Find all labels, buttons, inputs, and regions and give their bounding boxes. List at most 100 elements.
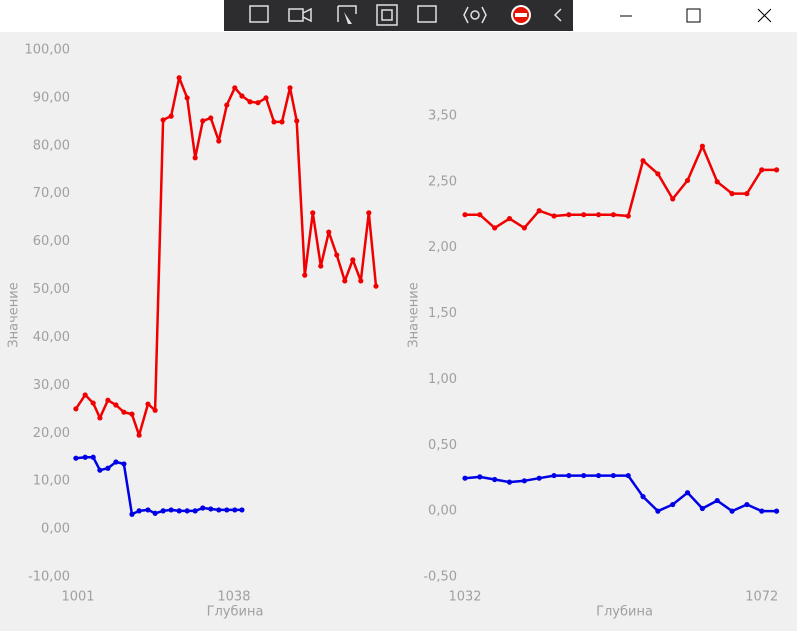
data-point — [145, 507, 151, 513]
data-point — [73, 455, 79, 461]
data-point — [129, 511, 135, 517]
y-tick-label: 20,00 — [33, 426, 70, 441]
data-point — [200, 505, 206, 511]
data-point — [152, 407, 158, 413]
data-point — [239, 507, 245, 513]
data-point — [462, 212, 468, 218]
data-point — [247, 99, 253, 105]
data-point — [744, 501, 750, 508]
y-tick-label: 50,00 — [33, 282, 70, 297]
data-point — [670, 501, 676, 508]
maximize-button[interactable] — [670, 0, 716, 32]
data-point — [373, 283, 379, 289]
minimize-button[interactable] — [604, 0, 650, 32]
data-point — [536, 208, 542, 214]
data-point — [350, 257, 356, 263]
data-point — [773, 508, 780, 514]
y-tick-label: 90,00 — [33, 90, 70, 105]
x-axis-title: Глубина — [596, 605, 653, 620]
data-point — [82, 392, 88, 398]
y-tick-label: 10,00 — [33, 474, 70, 489]
data-point — [595, 212, 602, 218]
data-point — [773, 167, 780, 173]
series-line — [74, 76, 378, 437]
data-point — [208, 115, 214, 121]
data-point — [200, 118, 206, 124]
y-tick-label: -0,50 — [423, 570, 457, 585]
data-point — [536, 475, 542, 481]
data-point — [342, 278, 348, 284]
data-point — [521, 225, 527, 231]
data-point — [477, 212, 483, 218]
data-point — [136, 508, 142, 514]
data-point — [334, 252, 340, 258]
x-tick-label: 1001 — [61, 590, 94, 605]
data-point — [655, 508, 661, 514]
data-point — [729, 508, 735, 514]
y-tick-label: 60,00 — [33, 234, 70, 249]
data-point — [121, 461, 127, 467]
data-point — [551, 472, 557, 479]
data-point — [581, 472, 587, 479]
data-point — [462, 475, 468, 481]
data-point — [184, 508, 190, 514]
data-point — [492, 225, 498, 231]
data-point — [90, 454, 96, 460]
y-axis-title: Значение — [7, 282, 22, 347]
y-tick-label: 100,00 — [25, 43, 71, 58]
data-point — [129, 411, 135, 417]
data-point — [263, 95, 269, 101]
data-point — [113, 459, 119, 465]
y-tick-label: 0,00 — [428, 504, 457, 519]
y-axis-title: Значение — [407, 282, 422, 347]
y-tick-label: 3,50 — [428, 108, 457, 123]
data-point — [521, 478, 527, 484]
data-point — [184, 95, 190, 101]
x-axis-title: Глубина — [207, 605, 264, 620]
data-point — [551, 213, 557, 219]
data-point — [506, 479, 513, 485]
y-tick-label: 0,00 — [41, 522, 70, 537]
data-point — [105, 465, 111, 471]
data-point — [208, 506, 214, 512]
data-point — [73, 406, 79, 412]
data-point — [729, 191, 735, 197]
data-point — [566, 212, 572, 218]
data-point — [136, 432, 142, 438]
x-tick-label: 1032 — [448, 590, 481, 605]
data-point — [90, 400, 96, 406]
data-point — [145, 401, 151, 407]
y-tick-label: 2,50 — [428, 174, 457, 189]
data-point — [759, 508, 765, 514]
data-point — [152, 510, 158, 516]
data-point — [97, 467, 103, 473]
data-point — [506, 216, 513, 222]
x-tick-label: 1038 — [217, 590, 250, 605]
data-point — [684, 490, 691, 496]
y-tick-label: 40,00 — [33, 330, 70, 345]
data-point — [97, 415, 103, 421]
series-line — [464, 474, 777, 513]
data-point — [566, 472, 572, 479]
data-point — [759, 167, 765, 173]
data-point — [192, 508, 198, 514]
data-point — [625, 213, 631, 219]
data-point — [232, 85, 238, 91]
data-point — [287, 85, 293, 91]
data-point — [358, 278, 364, 284]
data-point — [82, 454, 88, 460]
data-point — [216, 507, 222, 513]
data-point — [684, 177, 691, 184]
y-tick-label: 1,50 — [428, 306, 457, 321]
x-tick-label: 1072 — [745, 590, 778, 605]
data-point — [714, 497, 720, 504]
close-button[interactable] — [740, 0, 797, 32]
data-point — [113, 402, 119, 408]
data-point — [744, 191, 750, 197]
data-point — [232, 507, 238, 513]
data-point — [610, 212, 616, 218]
data-point — [224, 102, 230, 108]
data-point — [176, 508, 182, 514]
